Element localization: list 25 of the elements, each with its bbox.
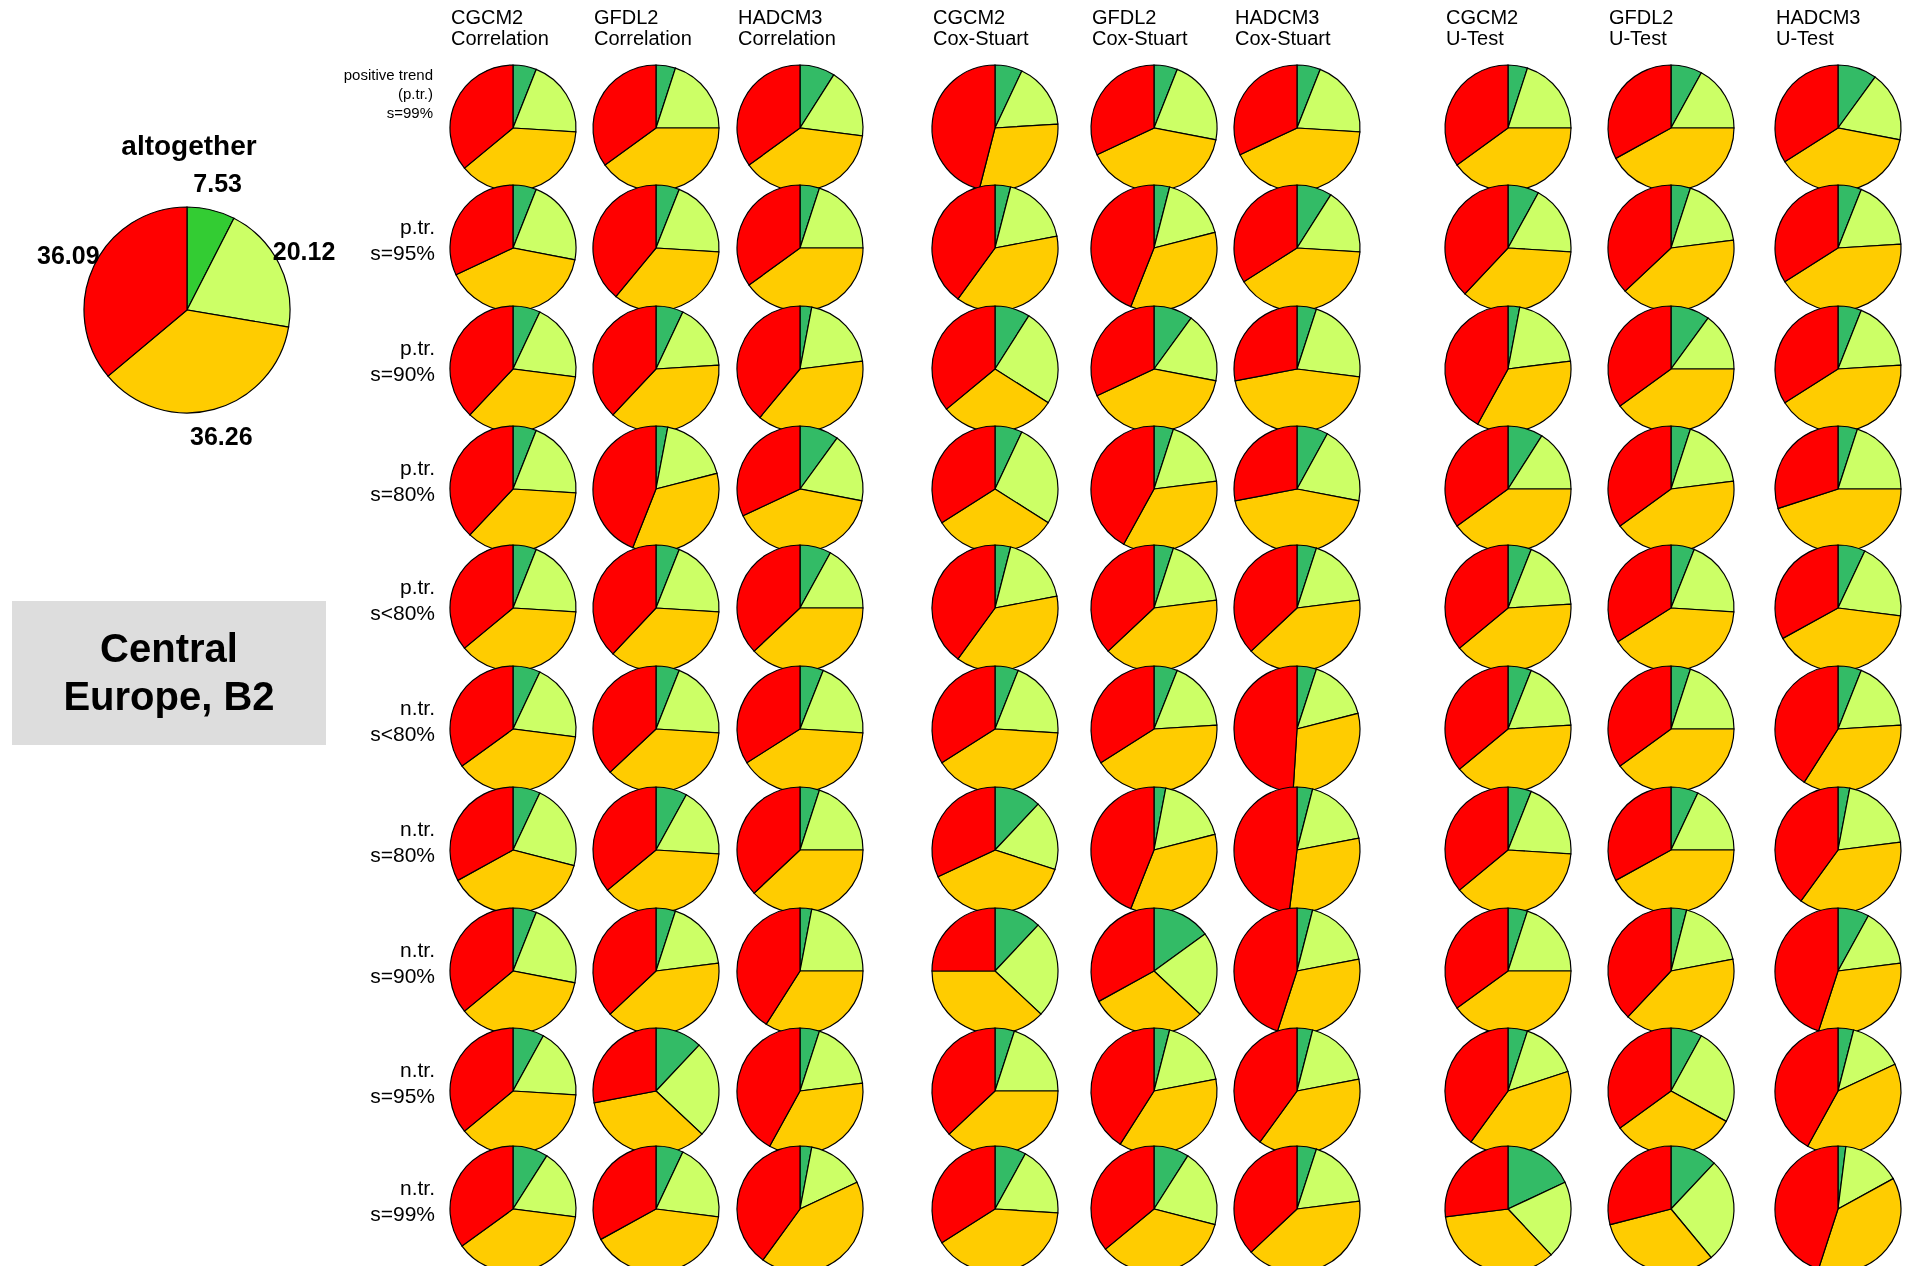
chart-title: HADCM3 Correlation (738, 6, 836, 49)
slice-label: n.tr. s=90% (370, 938, 435, 987)
chart-title: GFDL2 Cox-Stuart (1092, 6, 1189, 49)
chart-title: CGCM2 U-Test (1446, 6, 1519, 49)
slice-label: p.tr. s=80% (370, 456, 435, 505)
data-label: 36.09 (37, 240, 100, 269)
slice-label: n.tr. s=80% (370, 817, 435, 866)
slice-label: p.tr. s<80% (370, 575, 435, 624)
slice-label: n.tr. s=95% (370, 1058, 435, 1107)
slice-label: p.tr. s=95% (370, 215, 435, 264)
chart-title: HADCM3 U-Test (1776, 6, 1861, 49)
data-label: 20.12 (272, 237, 336, 266)
slice-label: n.tr. s=99% (370, 1176, 435, 1225)
chart-title: CGCM2 Cox-Stuart (933, 6, 1030, 49)
chart-title: HADCM3 Cox-Stuart (1235, 6, 1332, 49)
chart-title: GFDL2 U-Test (1609, 6, 1674, 49)
data-label: 36.26 (190, 422, 253, 451)
text: Central Europe, B2 (63, 626, 275, 718)
slice-label: positive trend (p.tr.) s=99% (343, 66, 433, 121)
data-label: 7.53 (193, 168, 243, 197)
chart-title: altogether (121, 130, 257, 161)
chart-title: CGCM2 Correlation (451, 6, 549, 49)
slice-label: p.tr. s=90% (370, 336, 435, 385)
slice-label: n.tr. s<80% (370, 696, 435, 745)
chart-title: GFDL2 Correlation (594, 6, 692, 49)
